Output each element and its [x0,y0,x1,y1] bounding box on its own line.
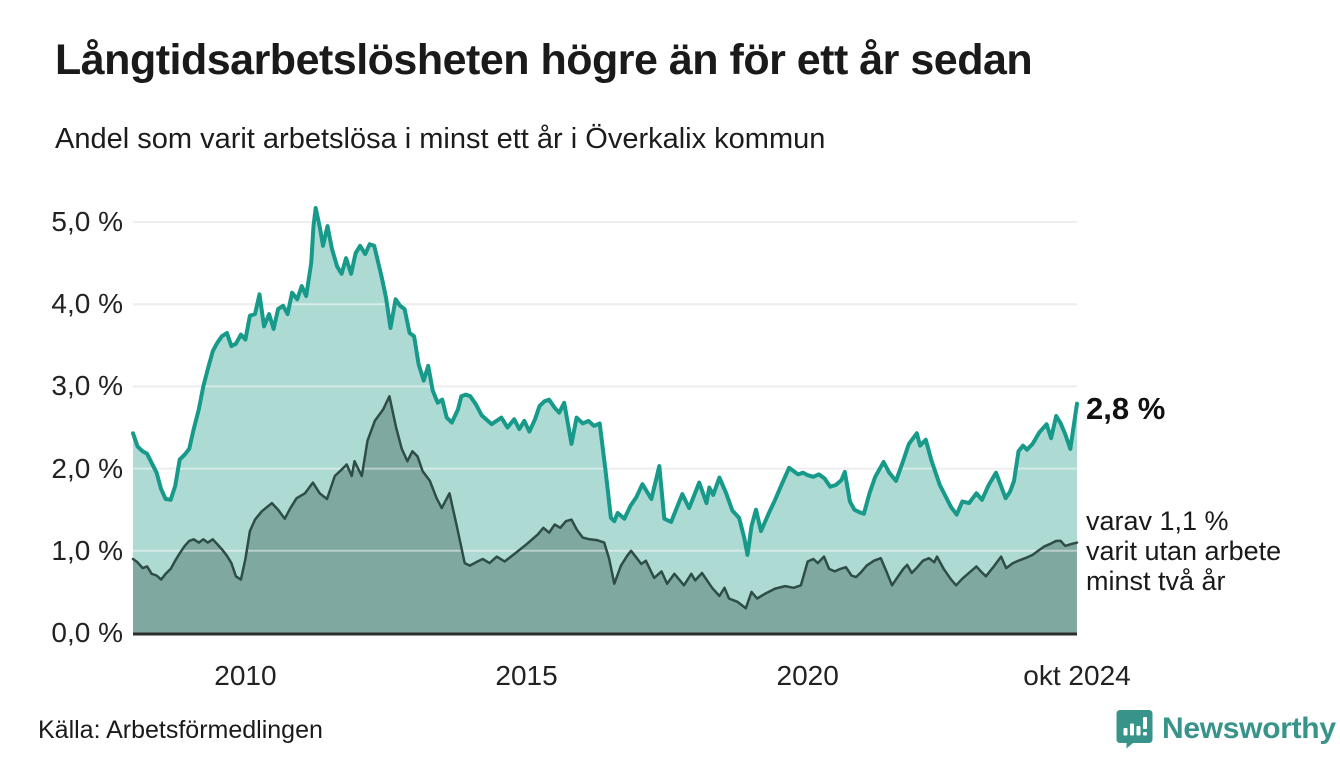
secondary-annotation-line: varav 1,1 % [1086,506,1229,536]
y-tick-label: 2,0 % [51,452,123,484]
area-fill-very-long-term [133,396,1077,633]
series-line-very-long-term [131,395,1079,610]
newsworthy-logo-text: Newsworthy [1162,712,1336,745]
x-tick-label: 2015 [495,660,558,691]
secondary-annotation-line: minst två år [1086,566,1226,596]
x-tick-label: 2020 [776,660,839,691]
newsworthy-logo-icon [1116,709,1153,749]
y-tick-label: 4,0 % [51,288,123,320]
chart-subtitle: Andel som varit arbetslösa i minst ett å… [55,123,826,155]
x-tick-label: okt 2024 [1023,660,1131,691]
y-tick-label: 3,0 % [51,370,123,402]
y-tick-label: 5,0 % [51,206,123,237]
newsworthy-logo: Newsworthy [1116,709,1336,749]
secondary-annotation-line: varit utan arbete [1086,536,1282,566]
secondary-annotation: varav 1,1 % varit utan arbete minst två … [1086,506,1281,596]
y-tick-label: 0,0 % [51,617,123,648]
latest-value-annotation: 2,8 % [1086,391,1166,426]
y-tick-label: 1,0 % [51,534,123,566]
page-title: Långtidsarbetslösheten högre än för ett … [55,36,1033,84]
series-line-long-term [131,206,1079,557]
x-tick-label: 2010 [214,660,277,691]
source-note: Källa: Arbetsförmedlingen [38,716,323,744]
